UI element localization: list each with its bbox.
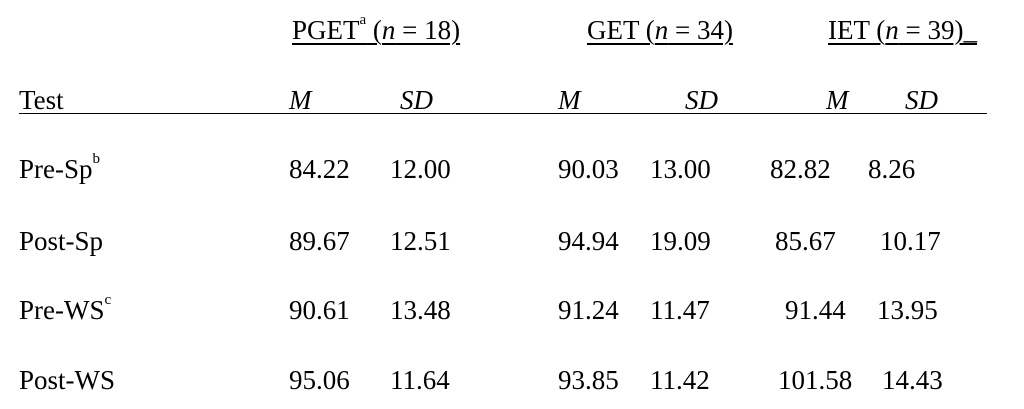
table-cell: 93.85 — [558, 365, 619, 395]
table-cell: 12.51 — [390, 226, 451, 256]
table-cell: 11.42 — [650, 365, 710, 395]
table-cell: 94.94 — [558, 226, 619, 256]
col-header-mean: M — [289, 85, 312, 115]
table-cell: 90.03 — [558, 154, 619, 184]
table-cell: 14.43 — [882, 365, 943, 395]
table-cell: 13.48 — [390, 295, 451, 325]
footnote-marker: c — [104, 292, 112, 308]
table-cell: 11.47 — [650, 295, 710, 325]
group-name: IET — [828, 15, 870, 45]
group-header-pget: PGETa (n = 18) — [292, 13, 461, 45]
row-label-text: Post-Sp — [19, 226, 104, 256]
table-cell: 101.58 — [778, 365, 853, 395]
row-label-text: Post-WS — [19, 365, 116, 395]
col-header-sd: SD — [905, 85, 938, 115]
footnote-marker: b — [92, 151, 101, 167]
header-rule — [19, 113, 987, 114]
group-trail: _ — [963, 15, 977, 45]
row-label-text: Pre-WS — [19, 295, 105, 325]
table-cell: 91.44 — [785, 295, 846, 325]
footnote-marker: a — [359, 12, 367, 28]
table-cell: 82.82 — [770, 154, 831, 184]
table-cell: 90.61 — [289, 295, 350, 325]
col-header-mean: M — [826, 85, 849, 115]
table-cell: 91.24 — [558, 295, 619, 325]
table-cell: 95.06 — [289, 365, 350, 395]
row-header-label: Test — [19, 85, 64, 115]
table-cell: 11.64 — [390, 365, 450, 395]
group-n-label: n — [885, 15, 899, 45]
table-cell: 13.95 — [877, 295, 938, 325]
table-cell: 84.22 — [289, 154, 350, 184]
col-header-sd: SD — [685, 85, 718, 115]
group-n-label: n — [654, 15, 669, 45]
row-label: Post-WS — [19, 367, 115, 394]
col-header-mean: M — [558, 85, 581, 115]
group-n-open: ( — [869, 15, 886, 45]
table-cell: 12.00 — [390, 154, 451, 184]
col-header-sd: SD — [400, 85, 433, 115]
group-n-value: = 39) — [898, 15, 964, 45]
group-n-value: = 18) — [395, 15, 461, 45]
group-n-label: n — [381, 15, 396, 45]
group-header-iet: IET (n = 39)_ — [828, 17, 977, 44]
table-cell: 19.09 — [650, 226, 711, 256]
row-label: Pre-Spb — [19, 152, 100, 184]
table-cell: 10.17 — [880, 226, 941, 256]
group-name: GET — [587, 15, 639, 45]
group-n-open: ( — [639, 15, 655, 45]
group-n-open: ( — [366, 15, 382, 45]
group-header-get: GET (n = 34) — [587, 17, 733, 44]
group-n-value: = 34) — [668, 15, 733, 45]
table-cell: 89.67 — [289, 226, 350, 256]
table-cell: 85.67 — [775, 226, 836, 256]
table-cell: 13.00 — [650, 154, 711, 184]
row-label: Pre-WSc — [19, 293, 111, 325]
row-label: Post-Sp — [19, 228, 103, 255]
row-label-text: Pre-Sp — [19, 154, 93, 184]
group-name: PGET — [292, 15, 360, 45]
table-cell: 8.26 — [868, 154, 916, 184]
